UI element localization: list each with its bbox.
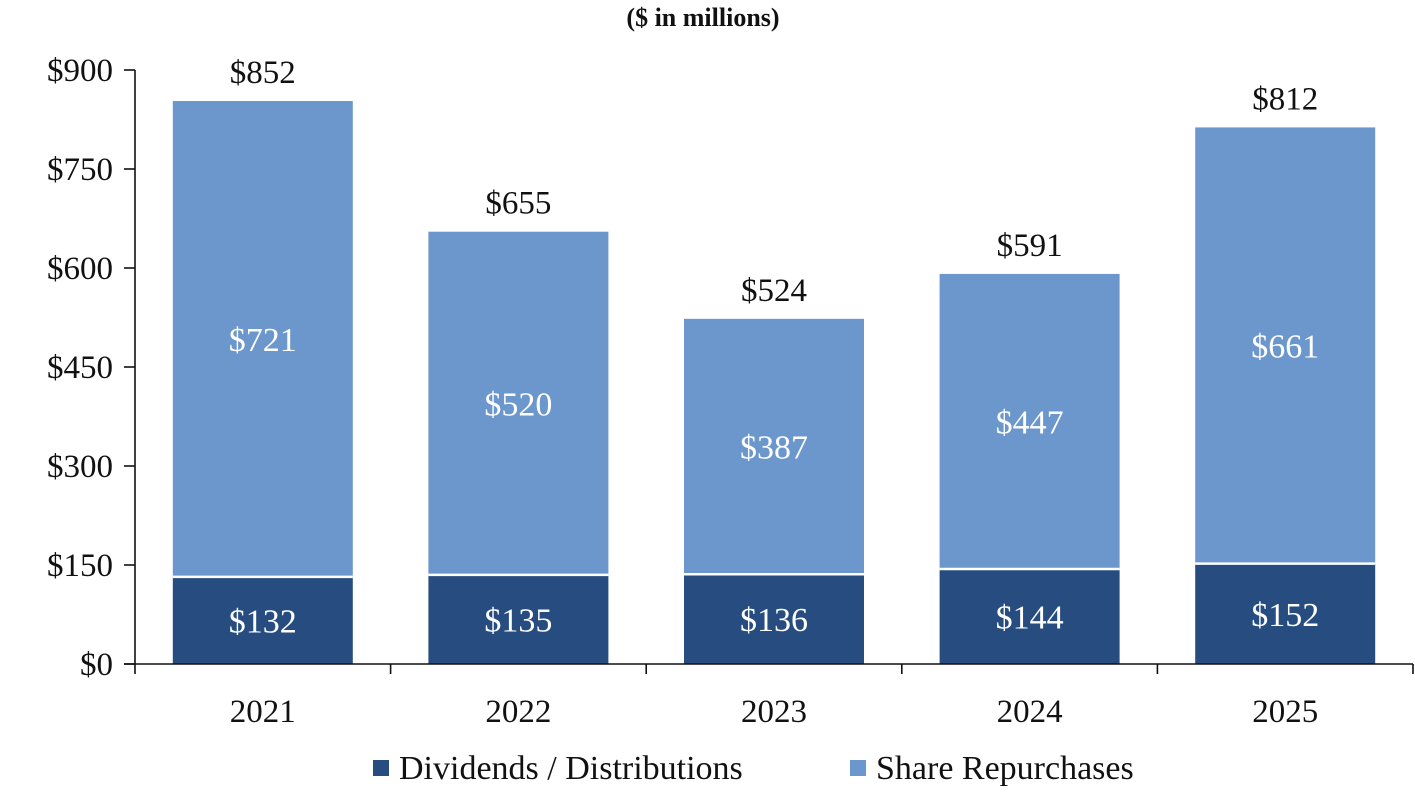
legend-item-repurchases: Share Repurchases: [850, 750, 1134, 787]
bar-segment-repurchases-2025: [1195, 127, 1376, 564]
bar-segment-dividends-2022: [428, 574, 609, 664]
y-tick-label: $450: [47, 350, 113, 386]
bar-segment-dividends-2021: [172, 576, 353, 664]
total-label: $812: [1252, 81, 1318, 117]
x-tick-label: 2025: [1252, 694, 1318, 730]
x-tick-label: 2021: [230, 694, 296, 730]
y-tick-label: $300: [47, 449, 113, 485]
y-tick-label: $900: [47, 53, 113, 89]
data-label-repurchases: $721: [229, 322, 297, 359]
legend-swatch: [373, 760, 389, 776]
x-tick-label: 2023: [741, 694, 807, 730]
y-tick-label: $150: [47, 548, 113, 584]
data-label-dividends: $132: [229, 603, 297, 640]
bar-segment-dividends-2025: [1195, 563, 1376, 664]
total-label: $655: [485, 186, 551, 222]
legend-item-dividends: Dividends / Distributions: [373, 750, 743, 787]
data-label-dividends: $136: [740, 602, 808, 639]
bar-stack-2022: $135 $520 $655: [428, 186, 609, 664]
x-tick-label: 2022: [485, 694, 551, 730]
bar-segment-repurchases-2021: [172, 101, 353, 577]
bar-stack-2024: $144 $447 $591: [939, 228, 1120, 664]
bar-stack-2025: $152 $661 $812: [1195, 81, 1376, 664]
chart-subtitle: ($ in millions): [626, 3, 779, 32]
bar-segment-dividends-2024: [939, 568, 1120, 664]
y-tick-label: $750: [47, 152, 113, 188]
y-tick-label: $600: [47, 251, 113, 287]
y-axis: $0 $150 $300 $450 $600 $750 $900: [47, 53, 136, 683]
total-label: $852: [230, 55, 296, 91]
data-label-repurchases: $447: [996, 404, 1064, 441]
data-label-repurchases: $387: [740, 430, 808, 467]
bar-segment-repurchases-2023: [684, 318, 864, 575]
data-label-dividends: $144: [996, 599, 1064, 636]
y-tick-label: $0: [80, 647, 113, 683]
data-label-repurchases: $661: [1251, 329, 1319, 366]
data-label-dividends: $152: [1251, 597, 1319, 634]
x-axis: 2021 2022 2023 2024 2025: [124, 663, 1414, 730]
data-label-dividends: $135: [484, 602, 552, 639]
legend: Dividends / Distributions Share Repurchas…: [373, 750, 1134, 787]
x-tick-label: 2024: [997, 694, 1063, 730]
bars: $132 $721 $852 $135 $520 $655 $136 $387 $524 $144…: [172, 55, 1376, 664]
total-label: $591: [997, 228, 1063, 264]
bar-stack-2021: $132 $721 $852: [172, 55, 353, 664]
legend-swatch: [850, 760, 866, 776]
legend-label: Share Repurchases: [876, 750, 1134, 787]
bar-segment-repurchases-2022: [428, 231, 609, 575]
legend-label: Dividends / Distributions: [399, 750, 743, 787]
bar-segment-dividends-2023: [684, 574, 864, 664]
bar-stack-2023: $136 $387 $524: [684, 273, 864, 664]
total-label: $524: [741, 273, 807, 309]
bar-segment-repurchases-2024: [939, 273, 1120, 569]
data-label-repurchases: $520: [484, 386, 552, 423]
